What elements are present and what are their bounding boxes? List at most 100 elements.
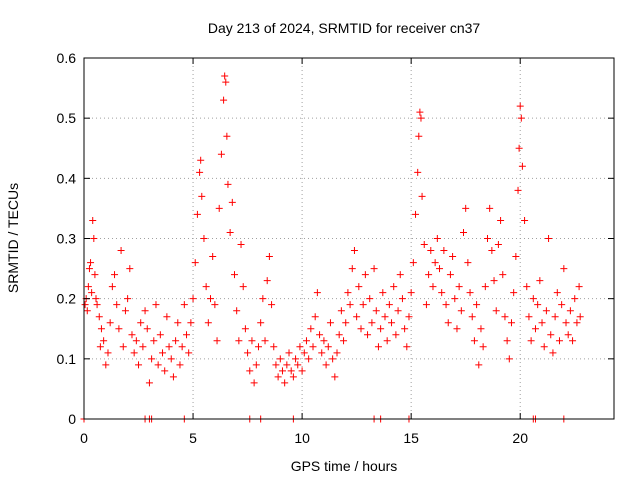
data-point: [92, 295, 100, 303]
data-point: [169, 373, 177, 381]
data-point: [516, 102, 524, 110]
data-point: [222, 78, 230, 86]
data-point: [457, 307, 465, 315]
data-point: [415, 132, 423, 140]
y-tick-label: 0.2: [57, 291, 77, 307]
data-point: [422, 301, 430, 309]
data-point: [95, 313, 103, 321]
data-point: [137, 319, 145, 327]
data-point: [515, 144, 523, 152]
data-point: [104, 349, 112, 357]
data-point: [88, 289, 96, 297]
data-point: [233, 307, 241, 315]
data-point: [481, 283, 489, 291]
data-point: [189, 295, 197, 303]
data-point: [466, 289, 474, 297]
data-point: [370, 265, 378, 273]
x-tick-label: 15: [403, 430, 419, 446]
data-point: [318, 349, 326, 357]
data-point: [576, 313, 584, 321]
x-tick-label: 0: [80, 430, 88, 446]
ticks-layer: 0 0.1 0.2 0.3 0.4 0.5 0.6 0 5 10 15 20: [57, 50, 614, 446]
data-point: [521, 216, 529, 224]
data-point: [359, 301, 367, 309]
data-point: [464, 259, 472, 267]
data-point: [217, 150, 225, 158]
data-point: [571, 295, 579, 303]
data-point: [276, 355, 284, 363]
data-point: [536, 277, 544, 285]
data-point: [429, 283, 437, 291]
data-point: [346, 301, 354, 309]
data-point: [113, 301, 121, 309]
data-point: [106, 319, 114, 327]
data-point: [257, 319, 265, 327]
data-point: [473, 301, 481, 309]
data-point: [83, 307, 91, 315]
data-point: [553, 289, 561, 297]
data-point: [180, 301, 188, 309]
data-point: [254, 343, 262, 351]
data-point: [302, 337, 310, 345]
data-point: [202, 283, 210, 291]
data-point: [311, 313, 319, 321]
data-point: [505, 355, 513, 363]
data-point: [335, 331, 343, 339]
data-point: [259, 295, 267, 303]
chart-title: Day 213 of 2024, SRMTID for receiver cn3…: [208, 20, 481, 36]
y-axis-label: SRMTID / TECUs: [5, 183, 21, 293]
data-point: [507, 319, 515, 327]
data-point: [161, 367, 169, 375]
data-point: [403, 343, 411, 351]
data-point: [87, 259, 95, 267]
data-point: [381, 313, 389, 321]
data-point: [309, 343, 317, 351]
data-point: [228, 198, 236, 206]
data-point: [417, 114, 425, 122]
data-point: [566, 307, 574, 315]
data-point: [145, 379, 153, 387]
data-point: [545, 235, 553, 242]
y-tick-label: 0.6: [57, 50, 77, 66]
data-point: [562, 319, 570, 327]
data-point: [163, 313, 171, 321]
data-point: [385, 301, 393, 309]
data-point: [196, 168, 204, 176]
y-tick-label: 0.4: [57, 170, 77, 186]
data-point: [246, 367, 254, 375]
data-point: [534, 301, 542, 309]
data-point: [555, 337, 563, 345]
data-point: [172, 337, 180, 345]
data-point: [405, 313, 413, 321]
data-point: [263, 277, 271, 285]
data-point: [115, 325, 123, 333]
data-point: [449, 253, 457, 261]
data-point: [298, 367, 306, 375]
data-point: [178, 343, 186, 351]
data-point: [141, 307, 149, 315]
data-point: [374, 343, 382, 351]
data-point: [398, 295, 406, 303]
data-point: [396, 271, 404, 279]
data-point: [573, 319, 581, 327]
data-point: [499, 271, 507, 279]
data-point: [525, 313, 533, 321]
data-point: [124, 295, 132, 303]
data-point: [250, 379, 258, 387]
data-point: [305, 355, 313, 363]
data-point: [460, 228, 468, 236]
data-point: [292, 355, 300, 363]
data-point: [102, 361, 110, 369]
data-point: [213, 337, 221, 345]
data-point: [416, 108, 424, 116]
data-point: [322, 361, 330, 369]
data-point: [542, 307, 550, 315]
data-point: [200, 235, 208, 242]
data-point: [198, 192, 206, 200]
data-point: [239, 283, 247, 291]
data-point: [453, 325, 461, 333]
data-point: [412, 210, 420, 218]
data-point: [183, 331, 191, 339]
data-point: [89, 216, 97, 224]
x-axis-label: GPS time / hours: [291, 458, 398, 474]
